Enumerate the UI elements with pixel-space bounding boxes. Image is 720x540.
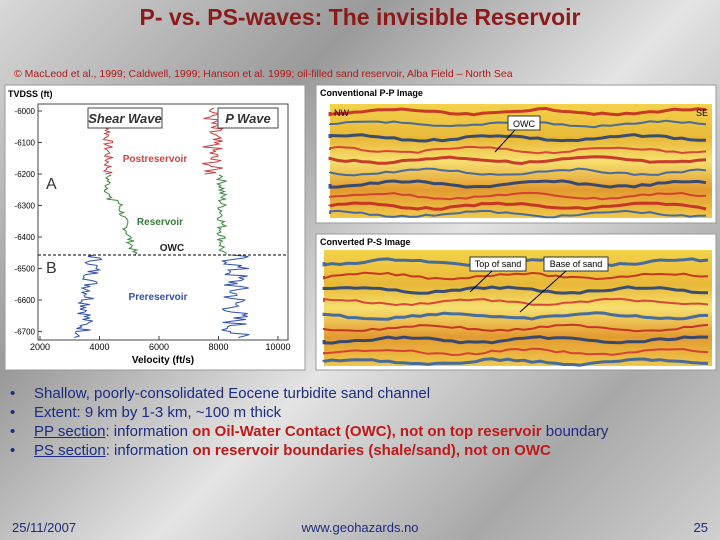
footer-page: 25 <box>693 520 708 535</box>
seismic-band <box>323 297 709 307</box>
zone-label: Reservoir <box>137 217 183 228</box>
track-label: P Wave <box>225 111 271 126</box>
bullet: PP section: information on Oil-Water Con… <box>8 422 708 441</box>
marker: A <box>46 176 57 193</box>
velocity-tick-label: 6000 <box>149 342 169 352</box>
depth-tick-label: -6200 <box>15 170 36 179</box>
track-box <box>87 107 163 129</box>
callout-arrow <box>469 270 493 293</box>
bullet-text: Extent: 9 km by 1-3 km, ~100 m thick <box>34 404 282 421</box>
log-curve <box>215 174 228 255</box>
bullet-text: on reservoir boundaries (shale/sand), no… <box>192 442 551 459</box>
seismic-band <box>322 311 709 321</box>
marker: B <box>46 260 57 277</box>
seismic-band <box>322 285 709 295</box>
seismic-band <box>329 167 707 177</box>
depth-tick-label: -6000 <box>15 107 36 116</box>
bullet: PS section: information on reservoir bou… <box>8 441 708 460</box>
plot-frame <box>37 103 289 341</box>
bullet: Extent: 9 km by 1-3 km, ~100 m thick <box>8 403 708 422</box>
bullet-text: : information <box>105 442 193 459</box>
pp-title: Conventional P-P Image <box>320 88 423 98</box>
well-log-panel <box>4 84 306 371</box>
log-curve <box>220 254 250 338</box>
depth-axis-label: TVDSS (ft) <box>8 89 53 99</box>
zone-label: OWC <box>160 243 184 254</box>
velocity-axis-label: Velocity (ft/s) <box>132 355 194 366</box>
title: P- vs. PS-waves: The invisible Reservoir <box>139 4 581 30</box>
bullet-text[interactable]: PS section <box>34 442 106 459</box>
log-curve <box>74 254 103 338</box>
citation: © MacLeod et al., 1999; Caldwell, 1999; … <box>14 68 513 80</box>
footer-url: www.geohazards.no <box>301 520 419 535</box>
pp-left: NW <box>334 108 349 118</box>
seismic-band <box>323 271 709 281</box>
pp-right: SE <box>696 108 708 118</box>
zone-label: Postreservoir <box>123 154 188 165</box>
bullet-text: Shallow, poorly-consolidated Eocene turb… <box>34 385 431 402</box>
depth-tick-label: -6100 <box>15 139 36 148</box>
bullet-text: on Oil-Water Contact (OWC), not on top r… <box>192 423 542 440</box>
figures: TVDSS (ft) Velocity (ft/s) Shear Wave P … <box>4 84 717 371</box>
callout-arrow <box>519 270 567 313</box>
callout-box <box>507 115 541 131</box>
depth-tick-label: -6700 <box>15 328 36 337</box>
ps-annotation: Base of sand <box>550 259 603 269</box>
seismic-band <box>328 201 707 211</box>
seismic-band <box>329 191 707 201</box>
velocity-tick-label: 4000 <box>89 342 109 352</box>
ps-title: Converted P-S Image <box>320 237 411 247</box>
depth-tick-label: -6400 <box>15 233 36 242</box>
bullet-list: Shallow, poorly-consolidated Eocene turb… <box>8 384 708 460</box>
zone-label: Prereservoir <box>129 292 188 303</box>
bullet-text[interactable]: PP section <box>34 423 106 440</box>
callout-box <box>469 256 527 272</box>
depth-tick-label: -6500 <box>15 265 36 274</box>
seismic-band <box>322 357 709 367</box>
seismic-band <box>328 155 707 166</box>
track-box <box>217 107 279 129</box>
velocity-tick-label: 2000 <box>30 342 50 352</box>
bullet-text: : information <box>105 423 193 440</box>
seismic-band <box>328 106 707 117</box>
callout-box <box>543 256 609 272</box>
seismic-band <box>323 323 709 333</box>
pp-annotation: OWC <box>513 119 535 129</box>
bullet-text: boundary <box>541 423 609 440</box>
depth-tick-label: -6600 <box>15 296 36 305</box>
track-label: Shear Wave <box>88 111 161 126</box>
seismic-band <box>322 335 709 345</box>
log-curve <box>103 174 139 255</box>
footer-date: 25/11/2007 <box>12 520 77 535</box>
bullet: Shallow, poorly-consolidated Eocene turb… <box>8 384 708 403</box>
velocity-tick-label: 10000 <box>265 342 290 352</box>
seismic-band <box>323 347 709 357</box>
velocity-tick-label: 8000 <box>208 342 228 352</box>
seismic-band <box>329 209 706 219</box>
seismic-band <box>328 133 707 143</box>
ps-annotation: Top of sand <box>475 259 522 269</box>
seismic-band <box>328 179 707 189</box>
depth-tick-label: -6300 <box>15 202 36 211</box>
callout-arrow <box>494 129 516 153</box>
seismic-band <box>329 145 707 155</box>
log-curve <box>201 107 224 175</box>
